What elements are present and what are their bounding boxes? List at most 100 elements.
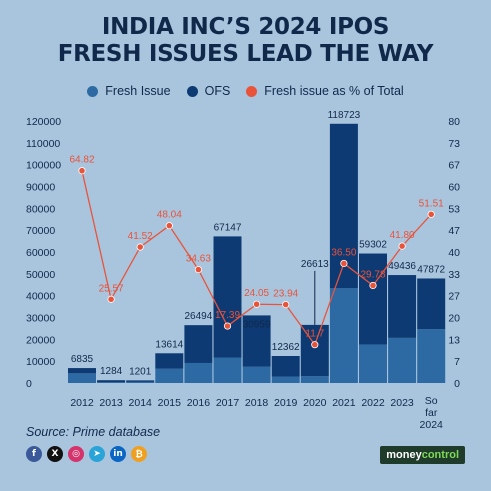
pct-point — [282, 300, 290, 309]
bar-ofs — [155, 353, 184, 369]
bar-fresh-issue — [184, 362, 213, 383]
x-tick-label: 2019 — [274, 397, 298, 409]
y-left-tick-label: 10000 — [26, 356, 55, 368]
fresh-swatch-icon — [87, 85, 99, 97]
pct-value-label: 64.82 — [69, 155, 94, 166]
y-left-tick-label: 40000 — [26, 291, 55, 303]
pct-point — [427, 210, 435, 218]
x-icon[interactable]: X — [47, 446, 63, 462]
x-tick-label: 2016 — [187, 397, 211, 409]
bar-ofs — [271, 356, 300, 377]
y-right-tick-label: 80 — [448, 116, 460, 128]
linkedin-icon[interactable]: in — [110, 446, 126, 462]
y-right-tick-label: 73 — [448, 138, 460, 150]
title-line-2: FRESH ISSUES LEAD THE WAY — [57, 41, 434, 67]
total-value-label: 1201 — [129, 366, 152, 377]
ofs-swatch-icon — [186, 85, 198, 97]
pct-point — [398, 242, 406, 250]
y-right-tick-label: 33 — [448, 269, 460, 281]
y-left-tick-label: 80000 — [26, 203, 55, 215]
total-value-label: 59302 — [359, 240, 387, 251]
y-left-tick-label: 20000 — [26, 334, 55, 346]
x-tick-label: 2021 — [332, 397, 356, 409]
total-value-label: 1284 — [100, 366, 123, 377]
total-value-label: 67147 — [214, 222, 242, 233]
x-tick-label: far — [425, 407, 438, 419]
y-right-tick-label: 40 — [448, 247, 460, 259]
y-right-tick-label: 0 — [454, 378, 460, 390]
legend: Fresh Issue OFS Fresh issue as % of Tota… — [0, 84, 491, 98]
bar-fresh-issue — [329, 288, 358, 383]
bar-ofs — [242, 315, 271, 367]
instagram-icon[interactable]: ◎ — [68, 446, 84, 462]
telegram-icon[interactable]: ➤ — [89, 446, 105, 462]
total-value-label: 47872 — [417, 264, 445, 275]
y-right-tick-label: 27 — [448, 291, 460, 303]
x-tick-label: 2023 — [390, 397, 414, 409]
x-tick-label: 2017 — [216, 397, 240, 409]
legend-label-ofs: OFS — [204, 84, 231, 98]
y-left-tick-label: 120000 — [26, 116, 61, 128]
bar-ofs — [184, 325, 213, 363]
pct-point — [253, 300, 261, 308]
bar-fresh-issue — [271, 376, 300, 383]
x-tick-label: 2018 — [245, 397, 269, 409]
brand-logo: moneycontrol — [380, 446, 465, 464]
total-value-label: 13614 — [155, 339, 183, 350]
bar-ofs — [68, 368, 96, 374]
y-right-tick-label: 47 — [448, 225, 460, 237]
x-tick-label: 2022 — [361, 397, 385, 409]
pct-point — [340, 259, 348, 268]
bar-fresh-issue — [300, 376, 329, 383]
total-value-label: 118723 — [328, 110, 361, 121]
x-tick-label: 2013 — [99, 397, 123, 409]
bar-ofs — [300, 324, 329, 377]
total-value-label: 6835 — [71, 354, 94, 365]
legend-item-ofs: OFS — [186, 84, 231, 98]
bar-fresh-issue — [126, 381, 155, 383]
pct-value-label: 25.57 — [99, 283, 124, 294]
legend-label-pct: Fresh issue as % of Total — [264, 84, 404, 98]
bar-ofs — [213, 236, 242, 358]
total-value-label: 49436 — [388, 261, 416, 272]
pct-value-label: 41.80 — [390, 230, 415, 241]
pct-value-label: 41.52 — [128, 231, 153, 242]
pct-point — [223, 322, 232, 330]
bar-ofs — [97, 380, 126, 383]
y-left-tick-label: 100000 — [26, 160, 61, 172]
facebook-icon[interactable]: f — [26, 446, 42, 462]
pct-value-label: 29.78 — [360, 269, 385, 280]
brand-part-1: money — [386, 449, 422, 461]
pct-point — [136, 243, 144, 251]
pct-point — [369, 281, 377, 290]
total-value-label: 26613 — [301, 259, 329, 270]
x-tick-label: 2014 — [129, 397, 153, 409]
title-line-1: INDIA INC’S 2024 IPOS — [101, 14, 390, 40]
social-icons: f X ◎ ➤ in ₿ — [26, 446, 147, 462]
y-left-tick-label: 60000 — [26, 247, 55, 259]
x-tick-label: 2024 — [420, 419, 444, 431]
pct-value-label: 23.94 — [273, 289, 298, 300]
pct-swatch-icon — [246, 85, 258, 97]
bar-ofs — [417, 278, 446, 330]
bitcoin-icon[interactable]: ₿ — [131, 446, 147, 462]
pct-point — [165, 222, 173, 230]
bar-fresh-issue — [388, 337, 417, 383]
y-left-tick-label: 0 — [26, 378, 32, 390]
legend-item-pct: Fresh issue as % of Total — [246, 84, 404, 98]
pct-value-label: 34.63 — [186, 254, 211, 265]
bar-ofs — [126, 380, 155, 382]
total-value-label: 30959 — [243, 319, 271, 330]
pct-value-label: 24.05 — [244, 288, 269, 299]
bar-fresh-issue — [155, 368, 184, 383]
bar-fresh-issue — [359, 344, 387, 383]
legend-item-fresh: Fresh Issue — [87, 84, 171, 98]
bar-ofs — [359, 253, 387, 345]
bar-fresh-issue — [213, 357, 242, 383]
legend-label-fresh: Fresh Issue — [105, 84, 171, 98]
bar-fresh-issue — [417, 329, 446, 383]
x-tick-label: 2012 — [70, 397, 94, 409]
bar-fresh-issue — [97, 382, 126, 383]
pct-value-label: 48.04 — [157, 210, 182, 221]
